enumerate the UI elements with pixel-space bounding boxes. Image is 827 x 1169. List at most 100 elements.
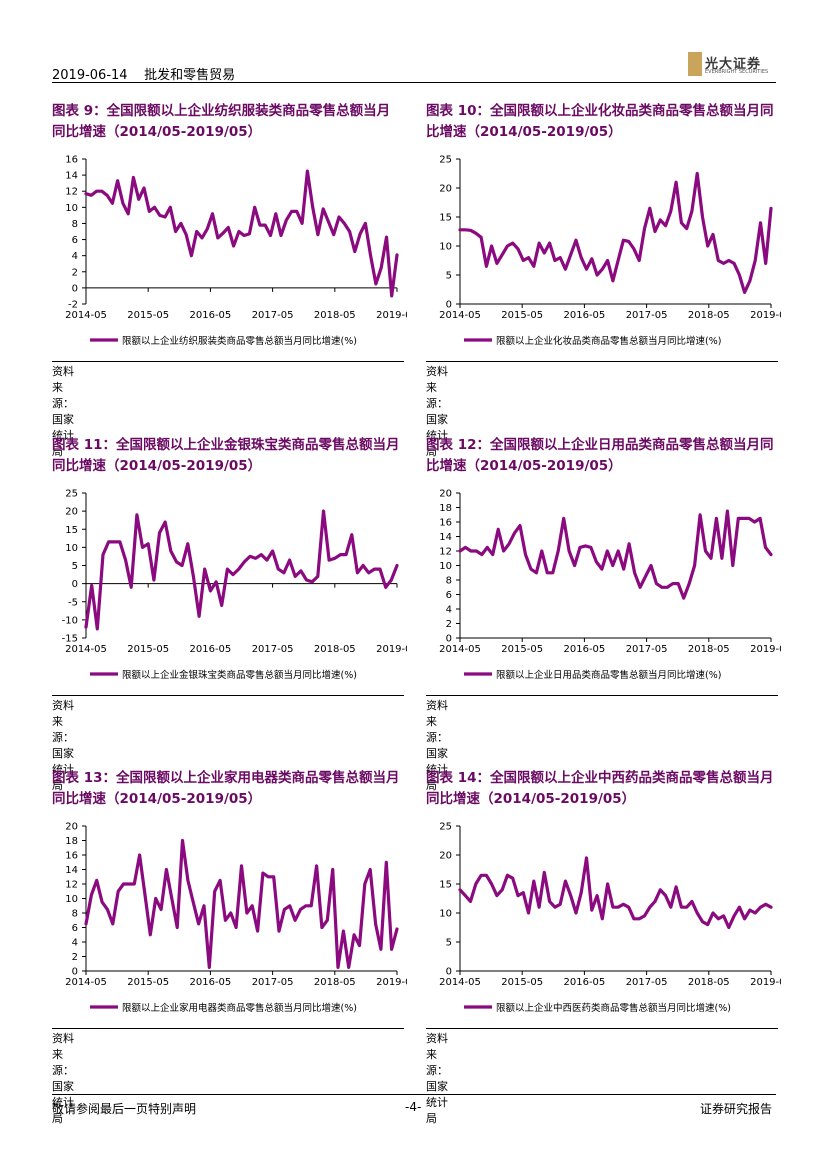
x-tick-label: 2018-05 xyxy=(314,977,356,988)
page-number: -4- xyxy=(405,1100,422,1114)
line-chart: 0 2 4 6 8 10 12 14 16 18 20 2014-05 2015-05 2016-05 20… xyxy=(65,822,407,1015)
legend-label: 限额以上企业金银珠宝类商品零售总额当月同比增速(%) xyxy=(122,669,357,681)
y-tick-label: 10 xyxy=(439,909,452,920)
report-section: 批发和零售贸易 xyxy=(144,68,236,83)
source-divider xyxy=(52,361,404,362)
line-chart: -2 0 2 4 6 8 10 12 14 16 2014-05 2015-05 2016-05 2017… xyxy=(65,155,407,348)
x-tick-label: 2019-05 xyxy=(376,977,407,988)
y-tick-label: 14 xyxy=(439,532,452,543)
x-tick-label: 2016-05 xyxy=(564,977,606,988)
y-tick-label: 25 xyxy=(439,822,452,833)
y-tick-label: 0 xyxy=(72,579,78,590)
footer-disclaimer: 敬请参阅最后一页特别声明 xyxy=(52,1102,197,1116)
y-tick-label: 2 xyxy=(446,619,452,630)
series-line xyxy=(458,171,773,294)
y-tick-label: 20 xyxy=(65,822,78,833)
y-tick-label: 10 xyxy=(439,242,452,253)
x-tick-label: 2014-05 xyxy=(439,644,481,655)
figure-title: 图表 11：全国限额以上企业金银珠宝类商品零售总额当月同比增速（2014/05-… xyxy=(52,437,400,474)
x-tick-label: 2014-05 xyxy=(65,310,107,321)
x-tick-label: 2014-05 xyxy=(439,977,481,988)
y-tick-label: -2 xyxy=(68,300,78,311)
x-tick-label: 2014-05 xyxy=(65,977,107,988)
source-divider xyxy=(426,695,778,696)
y-tick-label: 15 xyxy=(439,880,452,891)
y-tick-label: 10 xyxy=(65,543,78,554)
y-tick-label: 0 xyxy=(72,967,78,978)
source-note: 资料来源：国家统计局 xyxy=(426,1032,448,1125)
figure-title: 图表 14：全国限额以上企业中西药品类商品零售总额当月同比增速（2014/05-… xyxy=(426,770,774,807)
legend-label: 限额以上企业日用品类商品零售总额当月同比增速(%) xyxy=(496,669,721,681)
y-tick-label: 20 xyxy=(439,184,452,195)
x-tick-label: 2019-05 xyxy=(376,644,407,655)
x-tick-label: 2017-05 xyxy=(252,310,294,321)
logo-mark-icon xyxy=(688,52,702,76)
y-tick-label: 20 xyxy=(439,489,452,500)
x-tick-label: 2019-05 xyxy=(376,310,407,321)
y-tick-label: 12 xyxy=(65,187,78,198)
figure-title: 图表 10：全国限额以上企业化妆品类商品零售总额当月同比增速（2014/05-2… xyxy=(426,103,774,140)
y-tick-label: 4 xyxy=(72,251,78,262)
source-note: 资料来源：国家统计局 xyxy=(52,1032,74,1125)
source-note: 资料来源：国家统计局 xyxy=(426,365,448,458)
y-tick-label: 12 xyxy=(65,880,78,891)
source-note: 资料来源：国家统计局 xyxy=(426,699,448,792)
source-divider xyxy=(52,1028,404,1029)
y-tick-label: 20 xyxy=(439,851,452,862)
series-line xyxy=(458,856,773,930)
y-tick-label: -10 xyxy=(62,615,78,626)
figure-title: 图表 12：全国限额以上企业日用品类商品零售总额当月同比增速（2014/05-2… xyxy=(426,437,774,474)
y-tick-label: 16 xyxy=(65,155,78,166)
y-tick-label: 10 xyxy=(65,203,78,214)
series-line xyxy=(84,509,399,631)
report-header: 2019-06-14 批发和零售贸易 xyxy=(52,64,235,83)
x-tick-label: 2018-05 xyxy=(314,310,356,321)
source-note: 资料来源：国家统计局 xyxy=(52,365,74,458)
y-tick-label: 2 xyxy=(72,952,78,963)
figure-title: 图表 13：全国限额以上企业家用电器类商品零售总额当月同比增速（2014/05-… xyxy=(52,770,400,807)
y-tick-label: 15 xyxy=(65,525,78,536)
everbright-logo: 光大证券 EVERBRIGHT SECURITIES xyxy=(688,52,778,78)
y-tick-label: -15 xyxy=(62,634,78,645)
x-tick-label: 2017-05 xyxy=(252,977,294,988)
footer-divider xyxy=(52,1094,776,1095)
legend-label: 限额以上企业家用电器类商品零售总额当月同比增速(%) xyxy=(122,1002,357,1014)
y-tick-label: 6 xyxy=(72,235,78,246)
x-tick-label: 2016-05 xyxy=(564,310,606,321)
series-line xyxy=(84,838,399,969)
x-tick-label: 2018-05 xyxy=(688,644,730,655)
series-line xyxy=(458,509,773,600)
x-tick-label: 2015-05 xyxy=(127,310,169,321)
y-tick-label: 4 xyxy=(446,605,452,616)
y-tick-label: 16 xyxy=(65,851,78,862)
x-tick-label: 2014-05 xyxy=(65,644,107,655)
y-tick-label: 5 xyxy=(72,561,78,572)
x-tick-label: 2017-05 xyxy=(626,644,668,655)
x-tick-label: 2019-05 xyxy=(750,977,781,988)
y-tick-label: 18 xyxy=(439,503,452,514)
y-tick-label: 14 xyxy=(65,865,78,876)
x-tick-label: 2014-05 xyxy=(439,310,481,321)
line-chart: 0 5 10 15 20 25 2014-05 2015-05 2016-05 2017-05 20… xyxy=(439,822,781,1015)
y-tick-label: 14 xyxy=(65,171,78,182)
y-tick-label: -5 xyxy=(68,597,78,608)
legend-label: 限额以上企业中西医药类商品零售总额当月同比增速(%) xyxy=(496,1002,731,1014)
y-tick-label: 6 xyxy=(72,923,78,934)
y-tick-label: 2 xyxy=(72,267,78,278)
y-tick-label: 4 xyxy=(72,938,78,949)
y-tick-label: 15 xyxy=(439,213,452,224)
legend-label: 限额以上企业纺织服装类商品零售总额当月同比增速(%) xyxy=(122,335,357,347)
y-tick-label: 5 xyxy=(446,938,452,949)
y-tick-label: 0 xyxy=(446,300,452,311)
series-line xyxy=(84,169,399,298)
y-tick-label: 12 xyxy=(439,547,452,558)
header-divider xyxy=(52,82,776,83)
logo-text-en: EVERBRIGHT SECURITIES xyxy=(705,69,769,75)
y-tick-label: 8 xyxy=(72,909,78,920)
legend-label: 限额以上企业化妆品类商品零售总额当月同比增速(%) xyxy=(496,335,721,347)
figure-title: 图表 9：全国限额以上企业纺织服装类商品零售总额当月同比增速（2014/05-2… xyxy=(52,103,391,140)
x-tick-label: 2018-05 xyxy=(314,644,356,655)
y-tick-label: 10 xyxy=(439,561,452,572)
source-divider xyxy=(426,361,778,362)
x-tick-label: 2016-05 xyxy=(190,310,232,321)
